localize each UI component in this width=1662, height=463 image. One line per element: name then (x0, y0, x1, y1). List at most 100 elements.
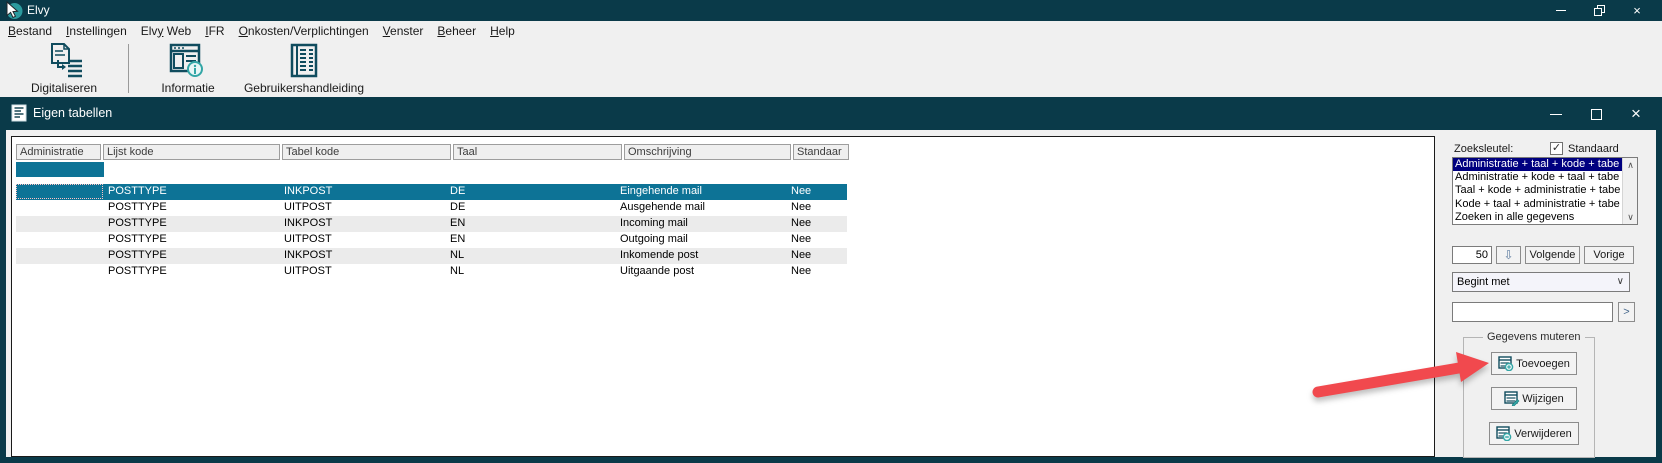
manual-book-icon (288, 42, 320, 79)
table-document-icon (11, 104, 27, 122)
standaard-checkbox[interactable]: ✓ (1550, 142, 1563, 155)
close-icon[interactable]: × (1633, 3, 1641, 18)
cell-lijst-kode: POSTTYPE (108, 201, 167, 213)
verwijderen-label: Verwijderen (1514, 427, 1572, 440)
scroll-up-icon[interactable]: ∧ (1627, 159, 1634, 170)
minimize-icon[interactable] (1542, 0, 1580, 21)
toolbar: Digitaliseren Informatie (0, 40, 1662, 97)
app-icon (6, 1, 23, 19)
inner-window-title: Eigen tabellen (33, 106, 113, 120)
search-go-button[interactable]: > (1618, 302, 1635, 322)
list-item[interactable]: Zoeken in alle gegevens (1455, 210, 1575, 223)
cell-taal: NL (450, 249, 465, 261)
inner-minimize-icon[interactable] (1536, 102, 1576, 126)
toolbar-item-label: Gebruikershandleiding (243, 81, 365, 95)
cell-taal: DE (450, 201, 466, 213)
cell-lijst-kode: POSTTYPE (108, 233, 167, 245)
menu-bestand[interactable]: Bestand (8, 23, 53, 38)
add-row-icon (1498, 356, 1514, 371)
cell-tabel-kode: UITPOST (284, 201, 332, 213)
menu-help[interactable]: Help (490, 23, 515, 38)
digitize-document-icon (44, 42, 84, 79)
column-header-administratie[interactable]: Administratie (16, 144, 101, 160)
column-header-standaard[interactable]: Standaar (793, 144, 849, 160)
column-header-omschrijving[interactable]: Omschrijving (624, 144, 791, 160)
cell-standaard: Nee (791, 249, 812, 261)
info-window-icon (169, 42, 207, 79)
cell-tabel-kode: UITPOST (284, 233, 332, 245)
inner-close-icon[interactable]: × (1631, 104, 1641, 123)
menu-elvy-web[interactable]: Elvy Web (140, 23, 192, 38)
wijzigen-button[interactable]: Wijzigen (1491, 387, 1577, 410)
zoeksleutel-label: Zoeksleutel: (1454, 143, 1514, 155)
cell-tabel-kode: INKPOST (284, 249, 333, 261)
list-item[interactable]: Kode + taal + administratie + tabe (1455, 197, 1620, 210)
table-row[interactable]: POSTTYPE UITPOST NL Uitgaande post Nee (16, 264, 847, 280)
gegevens-muteren-legend: Gegevens muteren (1483, 331, 1585, 343)
list-item[interactable]: Administratie + taal + kode + tabe (1453, 158, 1623, 172)
toolbar-divider (128, 44, 129, 93)
digitaliseren-button[interactable]: Digitaliseren (6, 42, 122, 95)
listbox-scrollbar[interactable]: ∧ ∨ (1622, 158, 1637, 224)
menu-beheer[interactable]: Beheer (437, 23, 477, 38)
cell-tabel-kode: UITPOST (284, 265, 332, 277)
gebruikershandleiding-button[interactable]: Gebruikershandleiding (240, 42, 368, 95)
cell-tabel-kode: INKPOST (284, 185, 333, 197)
column-header-tabel-kode[interactable]: Tabel kode (282, 144, 451, 160)
edit-row-icon (1504, 391, 1520, 406)
delete-row-icon (1496, 426, 1512, 441)
download-arrow-button[interactable]: ⇩ (1496, 246, 1521, 264)
toevoegen-label: Toevoegen (1516, 357, 1570, 370)
cell-standaard: Nee (791, 233, 812, 245)
focus-cell (16, 184, 103, 199)
cell-lijst-kode: POSTTYPE (108, 265, 167, 277)
scroll-down-icon[interactable]: ∨ (1627, 211, 1634, 222)
toolbar-item-label: Digitaliseren (30, 81, 98, 95)
menu-venster[interactable]: Venster (382, 23, 424, 38)
wijzigen-label: Wijzigen (1522, 392, 1564, 405)
table-row[interactable]: POSTTYPE INKPOST DE Eingehende mail Nee (16, 184, 847, 200)
search-query-input[interactable] (1452, 302, 1613, 322)
list-item[interactable]: Administratie + kode + taal + tabe (1455, 171, 1620, 184)
volgende-button[interactable]: Volgende (1525, 246, 1580, 264)
menubar: Bestand Instellingen Elvy Web IFR Onkost… (0, 21, 1662, 40)
list-item[interactable]: Taal + kode + administratie + tabe (1455, 184, 1621, 197)
menu-ifr[interactable]: IFR (205, 23, 225, 38)
zoeksleutel-listbox: Administratie + taal + kode + tabe Admin… (1452, 157, 1638, 225)
cell-omschrijving: Uitgaande post (620, 265, 694, 277)
cell-standaard: Nee (791, 217, 812, 229)
verwijderen-button[interactable]: Verwijderen (1489, 422, 1579, 445)
informatie-button[interactable]: Informatie (138, 42, 238, 95)
vorige-button[interactable]: Vorige (1584, 246, 1634, 264)
menu-instellingen[interactable]: Instellingen (66, 23, 127, 38)
window-title: Elvy (27, 3, 50, 17)
table-row[interactable]: POSTTYPE INKPOST NL Inkomende post Nee (16, 248, 847, 264)
cell-lijst-kode: POSTTYPE (108, 217, 167, 229)
column-header-taal[interactable]: Taal (453, 144, 622, 160)
toevoegen-button[interactable]: Toevoegen (1491, 352, 1577, 375)
cell-standaard: Nee (791, 201, 812, 213)
inner-titlebar: Eigen tabellen × (0, 97, 1662, 130)
cell-omschrijving: Outgoing mail (620, 233, 688, 245)
cell-taal: NL (450, 265, 465, 277)
cell-omschrijving: Eingehende mail (620, 185, 702, 197)
standaard-label: Standaard (1568, 143, 1619, 155)
table-row[interactable]: POSTTYPE UITPOST EN Outgoing mail Nee (16, 232, 847, 248)
menu-onkosten-verplichtingen[interactable]: Onkosten/Verplichtingen (238, 23, 369, 38)
filter-cell-administratie[interactable] (16, 162, 104, 177)
cell-taal: DE (450, 185, 466, 197)
table-row[interactable]: POSTTYPE UITPOST DE Ausgehende mail Nee (16, 200, 847, 216)
download-arrow-icon: ⇩ (1503, 248, 1514, 262)
inner-maximize-icon[interactable] (1576, 102, 1616, 126)
cell-standaard: Nee (791, 265, 812, 277)
table-row[interactable]: POSTTYPE INKPOST EN Incoming mail Nee (16, 216, 847, 232)
cell-omschrijving: Inkomende post (620, 249, 699, 261)
restore-icon[interactable] (1580, 0, 1618, 21)
cell-taal: EN (450, 217, 466, 229)
search-mode-select[interactable]: Begint met ∨ (1452, 272, 1630, 292)
page-size-input[interactable] (1452, 246, 1492, 264)
eigen-tabellen-window: Eigen tabellen × Administratie Lijst kod… (0, 97, 1662, 463)
cell-omschrijving: Ausgehende mail (620, 201, 706, 213)
cell-tabel-kode: INKPOST (284, 217, 333, 229)
column-header-lijst-kode[interactable]: Lijst kode (103, 144, 280, 160)
